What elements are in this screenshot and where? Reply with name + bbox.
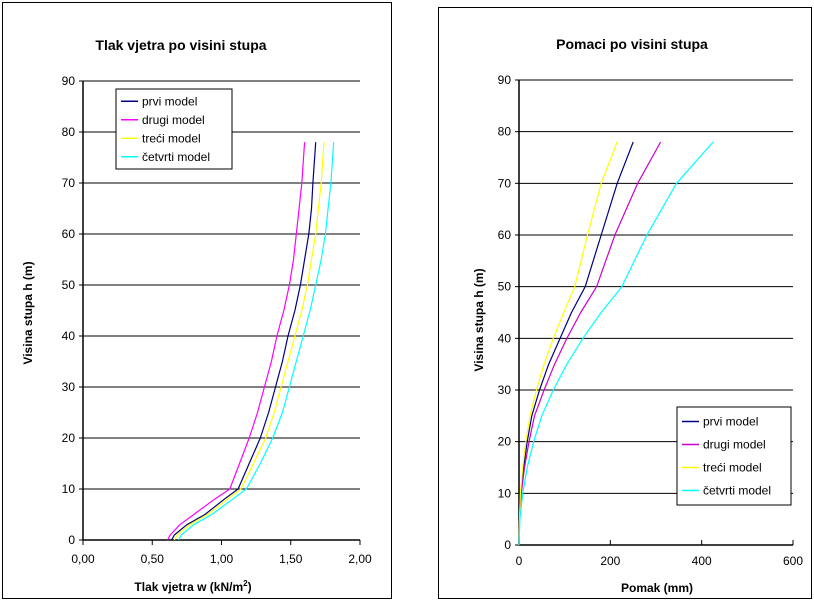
y-axis-label: Visina stupa h (m) (21, 261, 35, 364)
legend-label: četvrti model (703, 484, 771, 498)
y-tick-label: 90 (498, 73, 512, 87)
x-tick-label: 0 (516, 554, 523, 568)
legend-label: prvi model (703, 415, 758, 429)
legend-box (676, 406, 792, 506)
legend-label: treći model (703, 461, 762, 475)
y-tick-label: 20 (62, 431, 76, 445)
series-line (173, 142, 325, 541)
y-tick-label: 40 (62, 329, 76, 343)
series-line (518, 141, 618, 546)
y-tick-label: 30 (498, 383, 512, 397)
x-tick-label: 1,00 (210, 552, 234, 566)
y-tick-label: 10 (498, 486, 512, 500)
y-tick-label: 90 (62, 74, 76, 88)
y-tick-label: 70 (62, 176, 76, 190)
series-line (171, 142, 317, 541)
legend-label: drugi model (703, 438, 766, 452)
y-axis-label: Visina stupa h (m) (472, 268, 486, 371)
y-tick-label: 50 (62, 278, 76, 292)
y-tick-label: 70 (498, 176, 512, 190)
x-tick-label: 400 (692, 554, 712, 568)
y-tick-label: 60 (62, 227, 76, 241)
y-tick-label: 0 (68, 533, 75, 547)
series-line (518, 141, 714, 546)
y-tick-label: 50 (498, 280, 512, 294)
x-tick-label: 0,00 (71, 552, 95, 566)
series-line (518, 141, 634, 546)
series-line (518, 141, 662, 546)
x-tick-label: 600 (783, 554, 803, 568)
legend-label: drugi model (142, 113, 205, 127)
legend-label: četvrti model (142, 150, 210, 164)
chart-title: Pomaci po visini stupa (556, 36, 708, 52)
chart-panel-displacement: Pomaci po visini stupa Pomak (mm) Visina… (438, 7, 812, 599)
y-tick-label: 30 (62, 380, 76, 394)
chart-wind-pressure: Tlak vjetra po visini stupa Tlak vjetra … (21, 37, 372, 594)
series-line (166, 142, 306, 541)
x-axis-label: Tlak vjetra w (kN/m2) (134, 579, 251, 594)
y-tick-label: 80 (62, 125, 76, 139)
x-tick-label: 1,50 (279, 552, 303, 566)
x-axis-label: Pomak (mm) (621, 581, 693, 595)
chart-title: Tlak vjetra po visini stupa (95, 37, 266, 53)
x-tick-label: 2,00 (348, 552, 372, 566)
y-tick-label: 10 (62, 482, 76, 496)
y-tick-label: 0 (504, 538, 511, 552)
y-tick-label: 20 (498, 435, 512, 449)
y-tick-label: 80 (498, 125, 512, 139)
x-tick-label: 200 (600, 554, 620, 568)
y-tick-label: 40 (498, 331, 512, 345)
legend-label: treći model (142, 131, 201, 145)
chart-displacement: Pomaci po visini stupa Pomak (mm) Visina… (472, 36, 803, 595)
legend-label: prvi model (142, 94, 197, 108)
series-line (178, 142, 335, 541)
legend-box (115, 88, 233, 170)
y-tick-label: 60 (498, 228, 512, 242)
x-tick-label: 0,50 (141, 552, 165, 566)
chart-panel-wind-pressure: Tlak vjetra po visini stupa Tlak vjetra … (2, 2, 392, 599)
